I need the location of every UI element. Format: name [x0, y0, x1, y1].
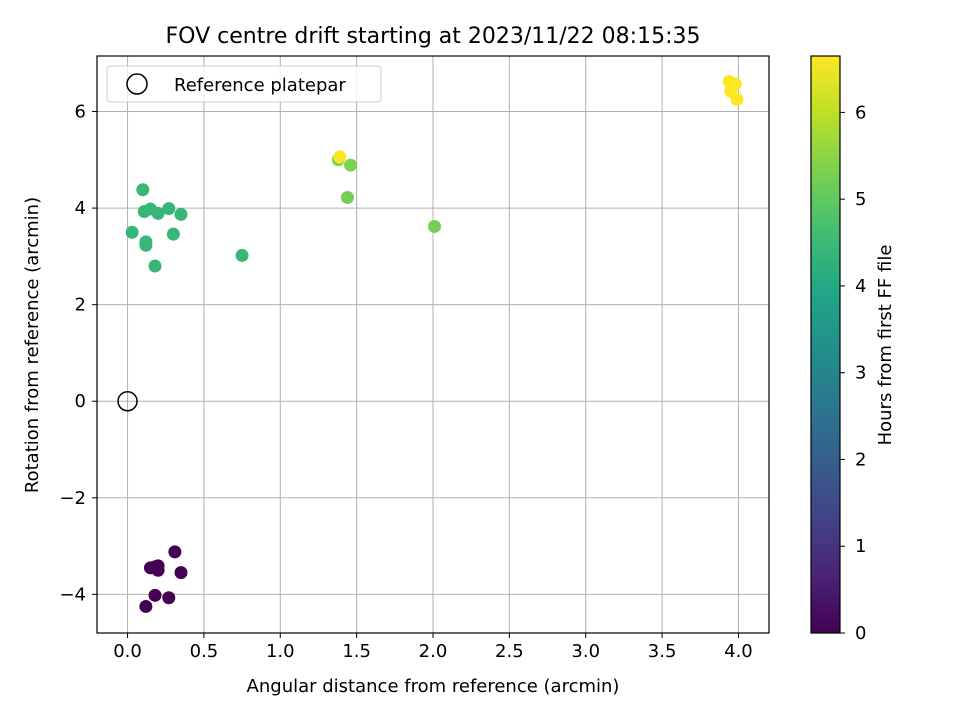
x-tick-label: 1.5 — [342, 641, 371, 662]
y-tick-label: 2 — [75, 295, 86, 316]
y-axis-label: Rotation from reference (arcmin) — [22, 197, 43, 493]
data-point — [139, 599, 153, 613]
x-tick-label: 3.5 — [648, 641, 677, 662]
data-point — [162, 202, 176, 216]
data-point — [148, 588, 162, 602]
colorbar — [811, 56, 840, 633]
legend-entry-reference: Reference platepar — [174, 75, 346, 96]
data-point — [162, 591, 176, 605]
colorbar-tick-label: 5 — [855, 189, 866, 210]
data-point — [174, 566, 188, 580]
chart-title: FOV centre drift starting at 2023/11/22 … — [166, 24, 701, 49]
data-point — [730, 92, 744, 106]
scatter-points — [125, 75, 744, 613]
data-point — [333, 150, 347, 164]
reference-marker — [117, 390, 138, 412]
legend: Reference platepar — [106, 65, 382, 103]
data-point — [148, 259, 162, 273]
colorbar-tick-label: 4 — [855, 276, 866, 297]
grid-lines — [97, 56, 769, 633]
colorbar-tick-label: 3 — [855, 363, 866, 384]
colorbar-label: Hours from first FF file — [875, 245, 896, 446]
colorbar-frame — [810, 55, 841, 634]
data-point — [166, 227, 180, 241]
x-axis-ticks: 0.0 0.5 1.0 1.5 2.0 2.5 3.0 3.5 4.0 — [113, 633, 753, 662]
colorbar-ticks: 0 1 2 3 4 5 6 — [840, 102, 866, 644]
data-point — [428, 219, 442, 233]
data-point — [151, 563, 165, 577]
y-tick-label: 0 — [75, 391, 86, 412]
y-tick-label: 6 — [75, 102, 86, 123]
colorbar-tick-label: 0 — [855, 623, 866, 644]
data-point — [174, 207, 188, 221]
y-axis-ticks: −4 −2 0 2 4 6 — [59, 102, 97, 605]
x-axis-label: Angular distance from reference (arcmin) — [247, 676, 620, 697]
data-point — [125, 225, 139, 239]
y-tick-label: −2 — [59, 488, 86, 509]
x-tick-label: 4.0 — [724, 641, 753, 662]
x-tick-label: 1.0 — [266, 641, 295, 662]
data-point — [344, 158, 358, 172]
y-tick-label: 4 — [75, 198, 86, 219]
y-tick-label: −4 — [59, 584, 86, 605]
legend-marker-reference — [126, 73, 148, 95]
legend-box — [106, 65, 382, 103]
data-point — [340, 190, 354, 204]
x-tick-label: 3.0 — [571, 641, 600, 662]
x-tick-label: 0.0 — [113, 641, 142, 662]
x-tick-label: 2.5 — [495, 641, 524, 662]
data-point — [168, 545, 182, 559]
data-point — [235, 248, 249, 262]
colorbar-tick-label: 2 — [855, 449, 866, 470]
x-tick-label: 2.0 — [419, 641, 448, 662]
data-point — [151, 206, 165, 220]
reference-platepar-marker — [117, 390, 138, 412]
data-point — [136, 183, 150, 197]
colorbar-tick-label: 1 — [855, 536, 866, 557]
x-tick-label: 0.5 — [190, 641, 219, 662]
data-point — [139, 238, 153, 252]
colorbar-tick-label: 6 — [855, 102, 866, 123]
